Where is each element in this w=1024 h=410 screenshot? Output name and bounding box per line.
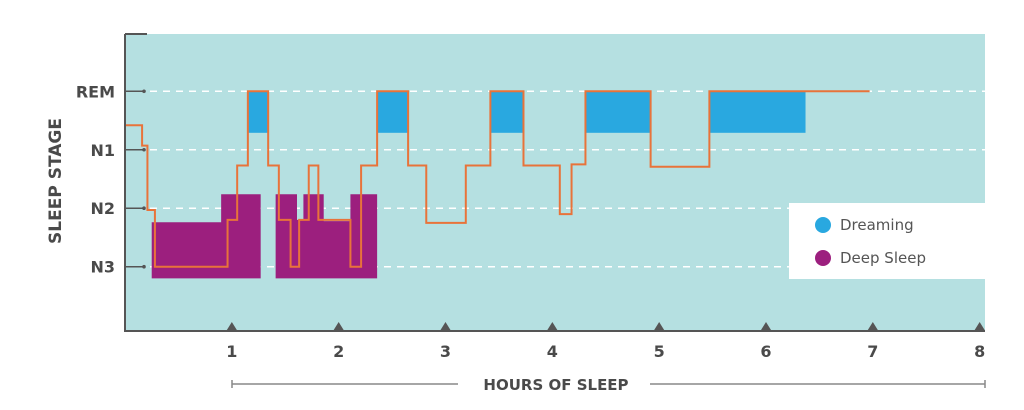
x-tick-label-2: 2 — [333, 342, 344, 361]
y-tick-dot — [142, 264, 146, 269]
x-tick-label-3: 3 — [440, 342, 451, 361]
y-axis-label: SLEEP STAGE — [46, 118, 66, 244]
y-tick-label-rem: REM — [76, 82, 115, 101]
legend-label-deep-sleep: Deep Sleep — [840, 249, 926, 267]
x-tick-label-5: 5 — [654, 342, 665, 361]
dreaming-period-1 — [247, 91, 269, 133]
y-tick-label-n1: N1 — [90, 141, 115, 160]
deep-sleep-region-2 — [275, 194, 378, 279]
legend-box — [789, 203, 985, 279]
y-tick-dot — [142, 147, 146, 152]
x-tick-marker-7 — [867, 322, 878, 330]
legend-swatch-dreaming — [815, 217, 831, 233]
dreaming-period-5 — [709, 91, 806, 133]
y-tick-label-n2: N2 — [90, 199, 115, 218]
x-tick-label-4: 4 — [547, 342, 558, 361]
legend-label-dreaming: Dreaming — [840, 216, 914, 234]
x-tick-label-7: 7 — [867, 342, 878, 361]
x-tick-marker-4 — [547, 322, 558, 330]
x-tick-marker-6 — [760, 322, 771, 330]
deep-sleep-region-1 — [151, 194, 261, 279]
y-tick-dot — [142, 89, 146, 94]
legend-swatch-deep-sleep — [815, 250, 831, 266]
legend: Dreaming Deep Sleep — [789, 203, 985, 279]
dreaming-period-3 — [490, 91, 524, 133]
y-tick-label-n3: N3 — [90, 258, 115, 277]
x-tick-label-1: 1 — [226, 342, 237, 361]
x-axis-label: HOURS OF SLEEP — [483, 376, 628, 394]
x-tick-marker-2 — [333, 322, 344, 330]
x-tick-marker-8 — [974, 322, 985, 330]
plot-background — [125, 34, 985, 331]
x-tick-label-6: 6 — [760, 342, 771, 361]
x-tick-marker-1 — [226, 322, 237, 330]
dreaming-period-4 — [585, 91, 651, 133]
dreaming-period-2 — [377, 91, 409, 133]
y-tick-dot — [142, 206, 146, 211]
x-tick-marker-5 — [654, 322, 665, 330]
hypnogram-line — [125, 90, 870, 268]
x-tick-marker-3 — [440, 322, 451, 330]
x-tick-label-8: 8 — [974, 342, 985, 361]
